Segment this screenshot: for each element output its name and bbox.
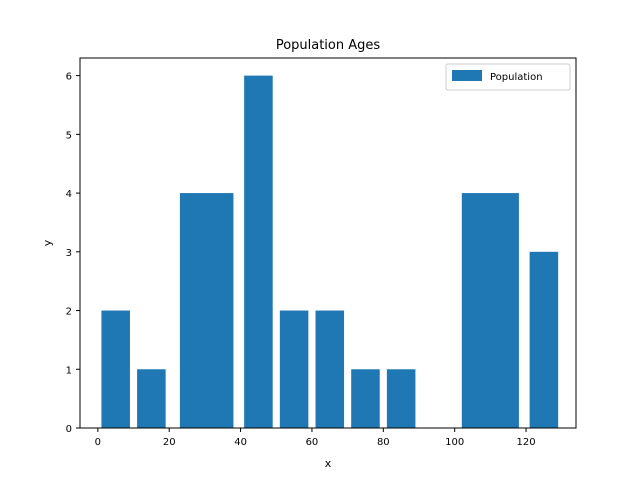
- y-tick-label: 1: [66, 365, 72, 376]
- y-tick-label: 2: [66, 307, 72, 318]
- x-tick-label: 40: [234, 437, 247, 448]
- y-tick-label: 0: [66, 424, 72, 435]
- plot-area-frame: [79, 57, 577, 429]
- y-tick-label: 3: [66, 248, 72, 259]
- x-axis-label: x: [325, 457, 332, 470]
- y-tick-label: 5: [66, 130, 72, 141]
- x-tick-label: 80: [377, 437, 390, 448]
- y-axis-label: y: [41, 239, 54, 246]
- bar-0: [101, 310, 130, 428]
- bar-3: [244, 75, 273, 428]
- x-tick-label: 100: [445, 437, 464, 448]
- bar-8: [461, 193, 519, 428]
- bars-group: [101, 75, 559, 428]
- y-tick-label: 4: [66, 189, 72, 200]
- bar-6: [351, 369, 380, 428]
- x-tick-label: 0: [95, 437, 101, 448]
- x-tick-label: 120: [516, 437, 535, 448]
- legend: Population: [445, 63, 571, 91]
- legend-swatch-population: [452, 70, 482, 81]
- y-tick-label: 6: [66, 72, 72, 83]
- bar-5: [315, 310, 345, 428]
- legend-label-population: Population: [490, 72, 543, 83]
- x-tick-label: 60: [306, 437, 319, 448]
- chart-title: Population Ages: [276, 38, 381, 53]
- y-axis-ticks: 0 1 2 3 4 5 6: [66, 72, 80, 435]
- x-axis-ticks: 0 20 40 60 80 100 120: [95, 428, 536, 448]
- x-tick-label: 20: [163, 437, 176, 448]
- bar-1: [137, 369, 166, 428]
- bar-7: [386, 369, 416, 428]
- bar-2: [179, 193, 234, 428]
- bar-4: [279, 310, 309, 428]
- bar-9: [529, 251, 559, 428]
